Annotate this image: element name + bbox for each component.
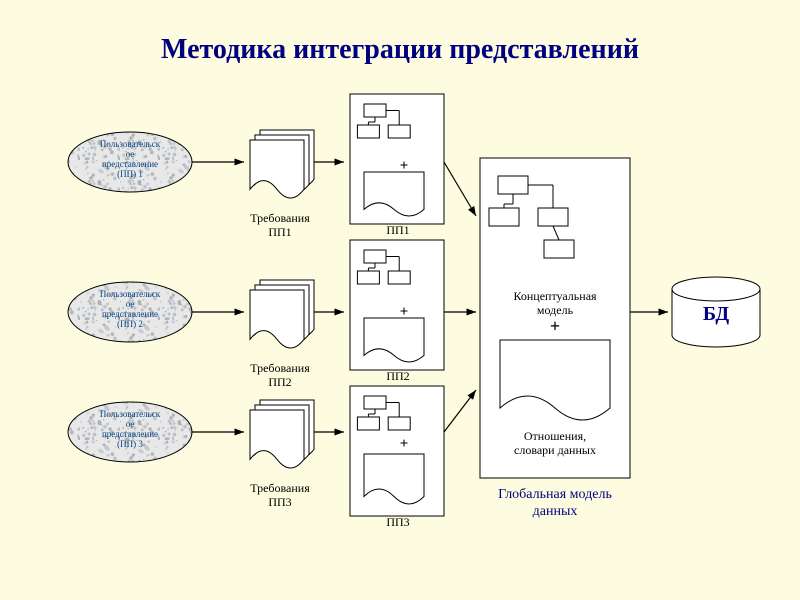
global-model-label: Глобальная модель — [498, 487, 612, 502]
diagram-stage: Методика интеграции представлений Пользов… — [0, 0, 800, 600]
req-stack-label: Требования — [250, 361, 310, 375]
db-label: БД — [703, 303, 729, 325]
user-view-label: Пользовательск — [100, 409, 161, 419]
user-view-label: Пользовательск — [100, 139, 161, 149]
user-view-label: (ПП) 1 — [117, 169, 143, 179]
user-view-oval-3: Пользовательскоепредставление(ПП) 3 — [68, 402, 192, 462]
concept-bottom-label: словари данных — [514, 443, 596, 457]
req-stack-label: ПП1 — [268, 225, 291, 239]
user-view-oval-2: Пользовательскоепредставление(ПП) 2 — [68, 282, 192, 342]
db-cylinder: БД — [672, 277, 760, 347]
req-stack-1: ТребованияПП1 — [250, 130, 314, 239]
pp-box-1: +ПП1 — [350, 94, 444, 237]
pp-box-label: ПП2 — [386, 369, 409, 383]
plus-icon: + — [400, 436, 409, 452]
user-view-label: ое — [126, 419, 135, 429]
req-stack-label: ПП2 — [268, 375, 291, 389]
concept-top-label: модель — [537, 303, 574, 317]
user-view-oval-1: Пользовательскоепредставление(ПП) 1 — [68, 132, 192, 192]
user-view-label: ое — [126, 149, 135, 159]
req-stack-2: ТребованияПП2 — [250, 280, 314, 389]
plus-icon: + — [550, 316, 560, 336]
user-view-label: Пользовательск — [100, 289, 161, 299]
user-view-label: представление — [102, 159, 158, 169]
pp-box-label: ПП1 — [386, 223, 409, 237]
arrow-6 — [444, 162, 476, 216]
concept-box: Концептуальнаямодель+ Отношения,словари д… — [480, 158, 630, 478]
req-stack-3: ТребованияПП3 — [250, 400, 314, 509]
pp-box-3: + ПП3 — [350, 386, 444, 529]
pp-box-label: ПП3 — [386, 515, 409, 529]
user-view-label: (ПП) 3 — [117, 439, 143, 449]
req-stack-label: ПП3 — [268, 495, 291, 509]
page-title: Методика интеграции представлений — [161, 34, 639, 65]
user-view-label: ое — [126, 299, 135, 309]
concept-top-label: Концептуальная — [513, 289, 597, 303]
global-model-label: данных — [533, 504, 578, 519]
pp-box-2: +ПП2 — [350, 240, 444, 383]
req-stack-label: Требования — [250, 211, 310, 225]
concept-bottom-label: Отношения, — [524, 429, 586, 443]
user-view-label: представление — [102, 309, 158, 319]
req-stack-label: Требования — [250, 481, 310, 495]
user-view-label: представление — [102, 429, 158, 439]
user-view-label: (ПП) 2 — [117, 319, 143, 329]
arrow-8 — [444, 390, 476, 432]
